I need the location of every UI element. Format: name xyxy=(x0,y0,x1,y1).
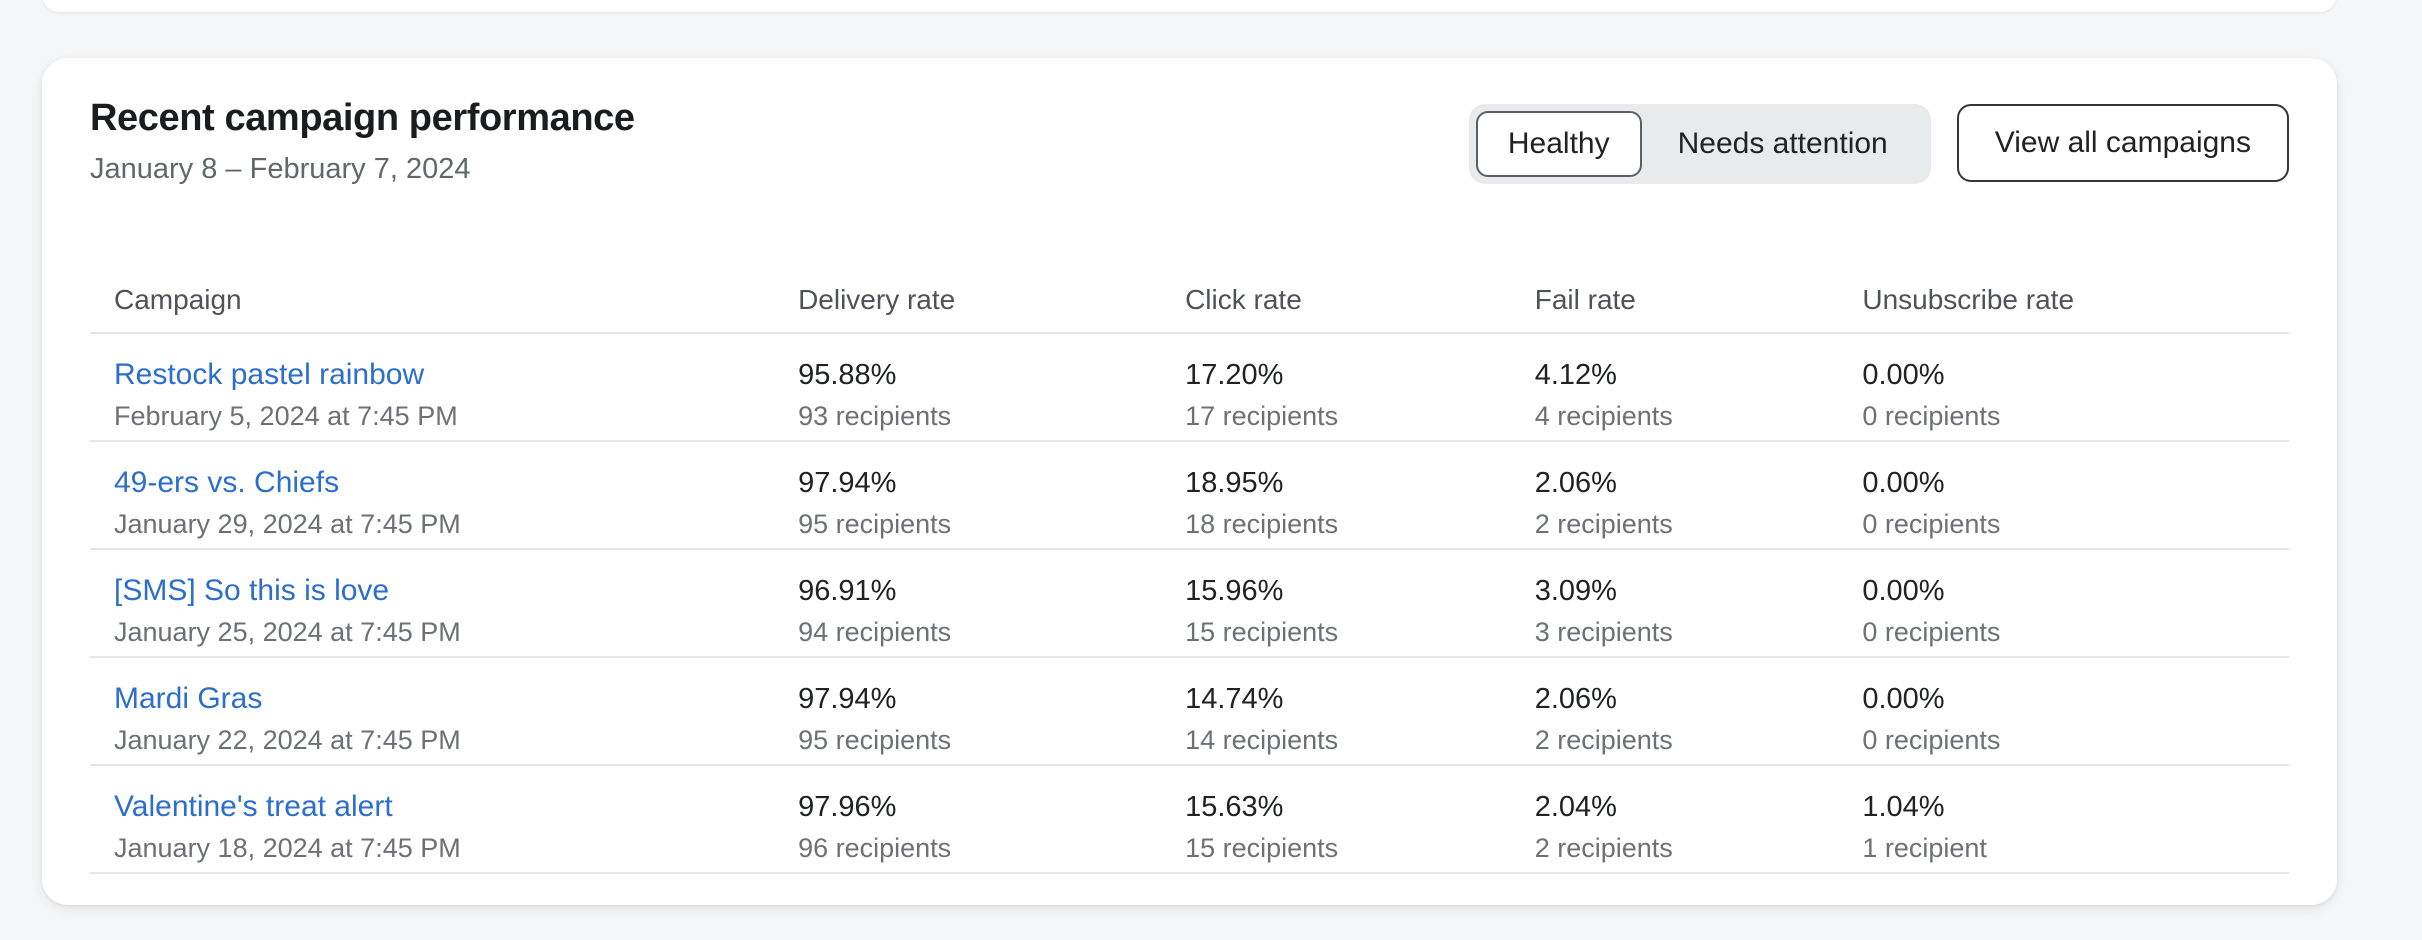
fail-recipients: 2 recipients xyxy=(1534,833,1673,863)
unsubscribe-rate-cell: 1.04% 1 recipient xyxy=(1862,766,2289,872)
delivery-recipients: 93 recipients xyxy=(798,401,952,431)
campaign-link[interactable]: Restock pastel rainbow xyxy=(114,358,425,391)
delivery-rate-value: 96.91% xyxy=(798,575,897,607)
click-rate-cell: 15.63% 15 recipients xyxy=(1185,766,1535,872)
unsubscribe-recipients: 0 recipients xyxy=(1862,725,2001,755)
unsubscribe-rate-cell: 0.00% 0 recipients xyxy=(1862,334,2289,440)
campaign-cell: 49-ers vs. Chiefs January 29, 2024 at 7:… xyxy=(90,442,798,548)
campaign-cell: Valentine's treat alert January 18, 2024… xyxy=(90,766,798,872)
click-rate-value: 14.74% xyxy=(1185,683,1284,715)
click-recipients: 15 recipients xyxy=(1185,617,1339,647)
click-rate-cell: 15.96% 15 recipients xyxy=(1185,550,1535,656)
delivery-recipients: 95 recipients xyxy=(798,509,952,539)
view-all-campaigns-button[interactable]: View all campaigns xyxy=(1956,104,2289,182)
click-recipients: 15 recipients xyxy=(1185,833,1339,863)
campaign-sent-date: January 25, 2024 at 7:45 PM xyxy=(114,617,461,647)
click-rate-value: 15.63% xyxy=(1185,791,1284,823)
fail-rate-value: 2.06% xyxy=(1534,683,1617,715)
fail-recipients: 4 recipients xyxy=(1534,401,1673,431)
click-rate-value: 15.96% xyxy=(1185,575,1284,607)
unsubscribe-rate-value: 0.00% xyxy=(1862,575,1945,607)
fail-recipients: 2 recipients xyxy=(1534,725,1673,755)
delivery-recipients: 95 recipients xyxy=(798,725,952,755)
campaign-sent-date: January 29, 2024 at 7:45 PM xyxy=(114,509,461,539)
campaign-table: Campaign Delivery rate Click rate Fail r… xyxy=(90,283,2289,874)
header-controls: Healthy Needs attention View all campaig… xyxy=(1468,104,2289,184)
delivery-rate-value: 97.94% xyxy=(798,467,897,499)
table-header-row: Campaign Delivery rate Click rate Fail r… xyxy=(90,283,2289,334)
click-rate-value: 17.20% xyxy=(1185,359,1284,391)
click-recipients: 14 recipients xyxy=(1185,725,1339,755)
fail-rate-value: 2.04% xyxy=(1534,791,1617,823)
click-rate-cell: 17.20% 17 recipients xyxy=(1185,334,1535,440)
delivery-rate-value: 95.88% xyxy=(798,359,897,391)
delivery-recipients: 94 recipients xyxy=(798,617,952,647)
delivery-rate-value: 97.94% xyxy=(798,683,897,715)
campaign-performance-card: Recent campaign performance January 8 – … xyxy=(42,58,2337,905)
campaign-cell: Restock pastel rainbow February 5, 2024 … xyxy=(90,334,798,440)
unsubscribe-rate-value: 0.00% xyxy=(1862,683,1945,715)
table-row: 49-ers vs. Chiefs January 29, 2024 at 7:… xyxy=(90,442,2289,550)
unsubscribe-recipients: 0 recipients xyxy=(1862,617,2001,647)
page-title: Recent campaign performance xyxy=(90,97,635,139)
health-filter-segmented-control: Healthy Needs attention xyxy=(1468,104,1931,184)
campaign-sent-date: January 22, 2024 at 7:45 PM xyxy=(114,725,461,755)
fail-recipients: 2 recipients xyxy=(1534,509,1673,539)
fail-rate-cell: 2.04% 2 recipients xyxy=(1535,766,1863,872)
click-rate-cell: 18.95% 18 recipients xyxy=(1185,442,1535,548)
filter-needs-attention-button[interactable]: Needs attention xyxy=(1642,111,1924,177)
unsubscribe-rate-cell: 0.00% 0 recipients xyxy=(1862,442,2289,548)
column-header-fail-rate: Fail rate xyxy=(1534,284,1636,315)
date-range: January 8 – February 7, 2024 xyxy=(90,153,471,185)
campaign-sent-date: January 18, 2024 at 7:45 PM xyxy=(114,833,461,863)
column-header-delivery-rate: Delivery rate xyxy=(798,284,956,315)
delivery-rate-cell: 97.94% 95 recipients xyxy=(798,658,1185,764)
card-header: Recent campaign performance January 8 – … xyxy=(90,94,2289,187)
table-row: Restock pastel rainbow February 5, 2024 … xyxy=(90,334,2289,442)
fail-rate-cell: 3.09% 3 recipients xyxy=(1535,550,1863,656)
unsubscribe-recipients: 1 recipient xyxy=(1862,833,1987,863)
column-header-unsubscribe-rate: Unsubscribe rate xyxy=(1862,284,2075,315)
column-header-click-rate: Click rate xyxy=(1185,284,1302,315)
table-row: Valentine's treat alert January 18, 2024… xyxy=(90,766,2289,874)
unsubscribe-rate-value: 1.04% xyxy=(1862,791,1945,823)
filter-healthy-button[interactable]: Healthy xyxy=(1475,111,1642,177)
delivery-rate-cell: 97.96% 96 recipients xyxy=(798,766,1185,872)
click-rate-value: 18.95% xyxy=(1185,467,1284,499)
table-row: [SMS] So this is love January 25, 2024 a… xyxy=(90,550,2289,658)
click-recipients: 17 recipients xyxy=(1185,401,1339,431)
delivery-rate-cell: 97.94% 95 recipients xyxy=(798,442,1185,548)
previous-card-edge xyxy=(42,0,2337,12)
campaign-cell: Mardi Gras January 22, 2024 at 7:45 PM xyxy=(90,658,798,764)
delivery-rate-cell: 95.88% 93 recipients xyxy=(798,334,1185,440)
campaign-link[interactable]: Valentine's treat alert xyxy=(114,790,393,823)
unsubscribe-recipients: 0 recipients xyxy=(1862,509,2001,539)
click-rate-cell: 14.74% 14 recipients xyxy=(1185,658,1535,764)
campaign-link[interactable]: Mardi Gras xyxy=(114,682,263,715)
unsubscribe-rate-value: 0.00% xyxy=(1862,359,1945,391)
delivery-rate-cell: 96.91% 94 recipients xyxy=(798,550,1185,656)
table-row: Mardi Gras January 22, 2024 at 7:45 PM 9… xyxy=(90,658,2289,766)
fail-recipients: 3 recipients xyxy=(1534,617,1673,647)
unsubscribe-rate-value: 0.00% xyxy=(1862,467,1945,499)
campaign-link[interactable]: 49-ers vs. Chiefs xyxy=(114,466,340,499)
campaign-link[interactable]: [SMS] So this is love xyxy=(114,574,390,607)
heading-block: Recent campaign performance January 8 – … xyxy=(90,94,635,187)
unsubscribe-rate-cell: 0.00% 0 recipients xyxy=(1862,658,2289,764)
fail-rate-cell: 4.12% 4 recipients xyxy=(1535,334,1863,440)
column-header-campaign: Campaign xyxy=(114,284,242,315)
fail-rate-value: 3.09% xyxy=(1534,575,1617,607)
fail-rate-value: 4.12% xyxy=(1534,359,1617,391)
delivery-recipients: 96 recipients xyxy=(798,833,952,863)
fail-rate-cell: 2.06% 2 recipients xyxy=(1535,442,1863,548)
fail-rate-value: 2.06% xyxy=(1534,467,1617,499)
unsubscribe-rate-cell: 0.00% 0 recipients xyxy=(1862,550,2289,656)
fail-rate-cell: 2.06% 2 recipients xyxy=(1535,658,1863,764)
click-recipients: 18 recipients xyxy=(1185,509,1339,539)
unsubscribe-recipients: 0 recipients xyxy=(1862,401,2001,431)
delivery-rate-value: 97.96% xyxy=(798,791,897,823)
campaign-sent-date: February 5, 2024 at 7:45 PM xyxy=(114,401,458,431)
campaign-cell: [SMS] So this is love January 25, 2024 a… xyxy=(90,550,798,656)
